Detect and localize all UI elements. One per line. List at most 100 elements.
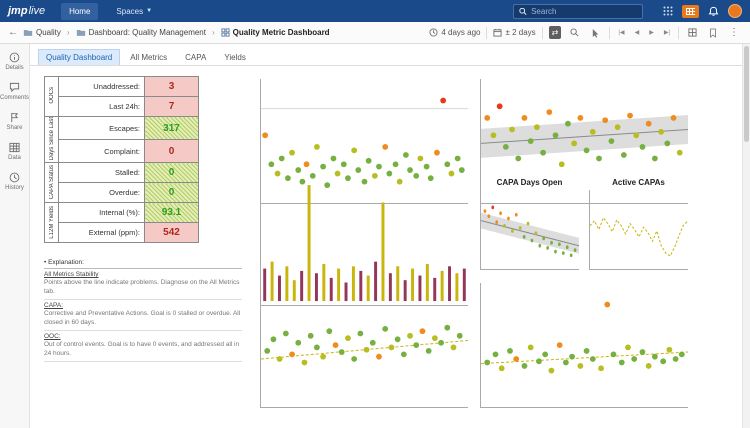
- apps-grid-icon[interactable]: [663, 6, 673, 16]
- table-row: External (ppm): 542: [45, 222, 199, 244]
- last-page-button[interactable]: ▶|: [663, 30, 670, 36]
- search-input[interactable]: [531, 6, 637, 16]
- cursor-icon: [593, 28, 599, 38]
- metrics-panel: OOCs Unaddressed: 3 Last 24h: 7 Days Sin…: [44, 76, 246, 372]
- compare-button[interactable]: ⇄: [548, 26, 562, 39]
- chart-plot[interactable]: [260, 79, 468, 205]
- last-updated: 4 days ago: [429, 28, 480, 37]
- grid-view-button[interactable]: [685, 26, 700, 39]
- chart-process-capability: Process Capability: [480, 76, 688, 205]
- breadcrumb-report[interactable]: Quality Metric Dashboard: [221, 28, 330, 37]
- sidebar-item-data[interactable]: Data: [8, 142, 21, 161]
- metric-label: Internal (%):: [58, 202, 145, 224]
- next-page-button[interactable]: ▶: [649, 30, 654, 36]
- info-icon: [9, 52, 20, 63]
- vertical-scrollbar[interactable]: [742, 44, 750, 428]
- metric-value: 317: [144, 115, 199, 141]
- report-tabs: Quality Dashboard All Metrics CAPA Yield…: [30, 44, 750, 66]
- table-row: Days Since Last Escapes: 317: [44, 115, 199, 164]
- chart-plot[interactable]: [480, 283, 688, 409]
- chart-plot[interactable]: [480, 79, 688, 205]
- scrollbar-thumb[interactable]: [744, 46, 749, 142]
- table-row: OOCs Unaddressed: 3: [44, 76, 199, 117]
- comment-icon: [9, 82, 20, 93]
- metric-label: Overdue:: [58, 182, 145, 204]
- clock-icon: [429, 28, 438, 37]
- notifications-bell-icon[interactable]: [708, 6, 719, 17]
- bookmark-icon: [710, 28, 716, 38]
- zoom-tool-button[interactable]: [567, 26, 582, 39]
- table-row: Overdue: 0: [45, 182, 199, 204]
- metric-value: 93.1: [144, 202, 199, 224]
- metric-label: Unaddressed:: [58, 76, 145, 97]
- tab-capa[interactable]: CAPA: [185, 53, 207, 62]
- first-page-button[interactable]: |◀: [618, 30, 625, 36]
- chart-plot[interactable]: [260, 283, 468, 409]
- logo-text-secondary: live: [28, 5, 46, 17]
- flag-icon: [11, 112, 19, 123]
- chart-capa-days-open: CAPA Days Open: [480, 178, 579, 270]
- badge-glyph: [686, 7, 695, 15]
- divider: [609, 26, 611, 39]
- chart-internal-yields: Internal Yields: [260, 280, 468, 409]
- logo-text-primary: jmp: [8, 5, 28, 17]
- nav-home[interactable]: Home: [61, 2, 99, 20]
- more-options-button[interactable]: ⋮: [726, 25, 742, 40]
- app-header: jmp live Home Spaces ▼: [0, 0, 750, 22]
- user-avatar[interactable]: [728, 4, 742, 18]
- divider: [541, 26, 543, 39]
- search-box[interactable]: [513, 3, 643, 19]
- table-row: Complaint: 0: [45, 139, 199, 164]
- explanation-section: CAPA: Corrective and Preventative Action…: [44, 300, 242, 332]
- folder-icon: [23, 30, 33, 36]
- metric-label: Complaint:: [58, 139, 145, 164]
- table-icon: [9, 142, 20, 153]
- sidebar-item-comments[interactable]: Comments: [0, 82, 29, 101]
- prev-page-button[interactable]: ◀: [634, 30, 640, 36]
- history-clock-icon: [9, 172, 20, 183]
- product-badge-icon[interactable]: [682, 4, 699, 18]
- report-toolbar: ← Quality › Dashboard: Quality Managemen…: [0, 22, 750, 44]
- charts-row2-right: CAPA Days Open Active CAPAs: [480, 178, 688, 270]
- breadcrumb-separator: ›: [211, 28, 215, 37]
- metric-value: 3: [144, 76, 199, 97]
- sidebar-item-share[interactable]: Share: [6, 112, 23, 131]
- magnifier-icon: [570, 28, 579, 37]
- chart-plot[interactable]: [260, 181, 468, 307]
- metric-value: 0: [144, 182, 199, 204]
- table-row: Last 24h: 7: [45, 96, 199, 117]
- nav-spaces[interactable]: Spaces ▼: [116, 6, 153, 16]
- chart-active-capas: Active CAPAs: [589, 178, 688, 270]
- chevron-down-icon: ▼: [146, 8, 153, 14]
- chart-plot[interactable]: [589, 190, 688, 270]
- sidebar-item-details[interactable]: Details: [5, 52, 24, 71]
- table-row: CAPA Status Stalled: 0: [44, 162, 199, 204]
- breadcrumb-space[interactable]: Quality: [23, 28, 61, 37]
- breadcrumb-folder[interactable]: Dashboard: Quality Management: [76, 28, 206, 37]
- tab-quality-dashboard[interactable]: Quality Dashboard: [38, 49, 121, 65]
- calendar-icon: [493, 28, 503, 37]
- chart-plot[interactable]: [480, 190, 579, 270]
- tab-yields[interactable]: Yields: [224, 53, 246, 62]
- folder-icon: [76, 30, 85, 36]
- tab-all-metrics[interactable]: All Metrics: [130, 53, 168, 62]
- breadcrumb-separator: ›: [66, 28, 70, 37]
- back-arrow-icon[interactable]: ←: [8, 27, 18, 38]
- metric-value: 0: [144, 139, 199, 164]
- explanation-panel: • Explanation: All Metrics Stability Poi…: [44, 257, 242, 362]
- chart-external-yields: External Yields: [480, 280, 688, 409]
- metric-label: External (ppm):: [58, 222, 145, 244]
- bookmark-button[interactable]: [706, 26, 720, 40]
- explanation-section: All Metrics Stability Points above the l…: [44, 269, 242, 301]
- chart-all-metrics-stability: All Metrics Stability: [260, 76, 468, 205]
- group-label-l12m-yields: L12M Yields: [44, 202, 59, 244]
- divider: [678, 26, 679, 39]
- date-range[interactable]: ± 2 days: [493, 28, 536, 37]
- dashboard-icon: [221, 28, 230, 37]
- group-label-oocs: OOCs: [44, 76, 59, 117]
- divider: [486, 26, 488, 39]
- pointer-tool-button[interactable]: [588, 26, 603, 40]
- search-icon: [519, 7, 527, 15]
- sidebar-item-history[interactable]: History: [5, 172, 24, 191]
- metric-value: 542: [144, 222, 199, 244]
